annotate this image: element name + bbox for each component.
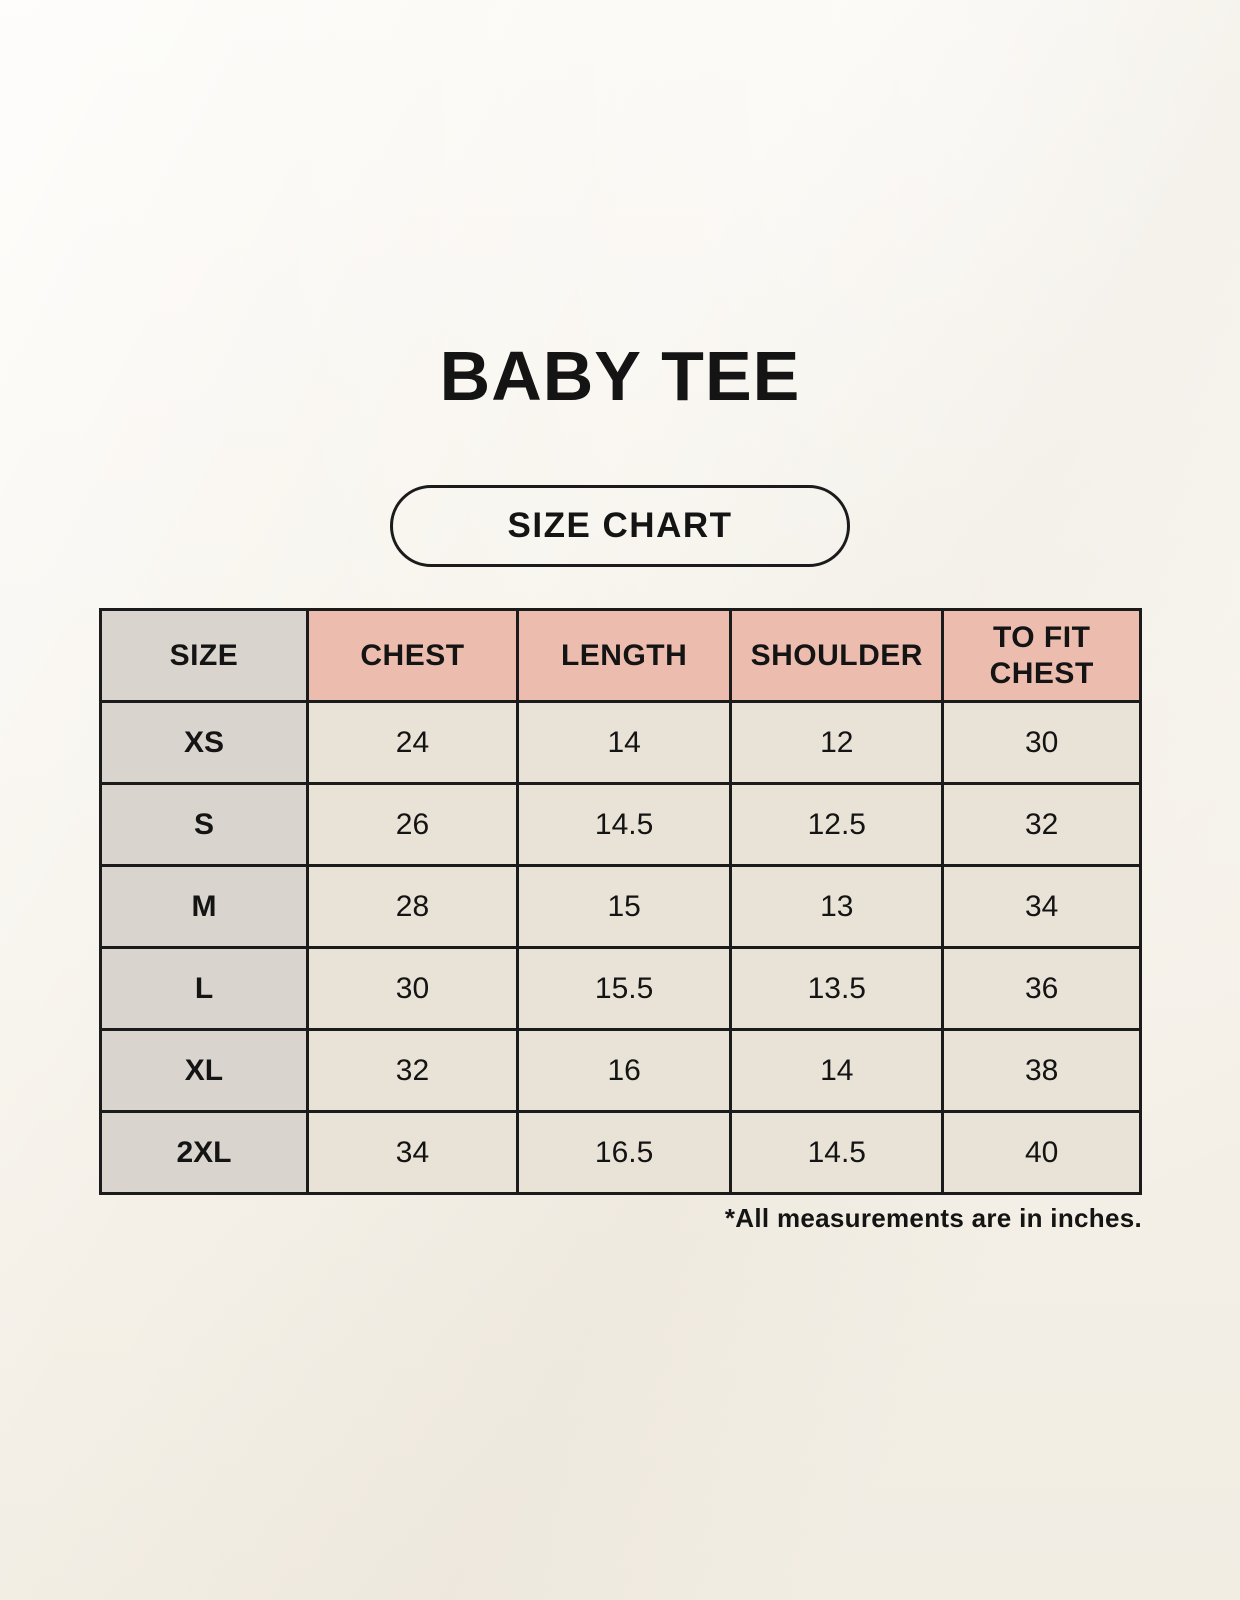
shoulder-value: 12.5 (729, 782, 945, 867)
to-fit-chest-value: 30 (941, 700, 1142, 785)
column-header-chest: CHEST (305, 608, 520, 703)
table-row-xs: XS 24 14 12 30 (99, 700, 1142, 785)
size-chart-badge[interactable]: SIZE CHART (390, 485, 850, 567)
size-label: M (99, 864, 309, 949)
measurements-note: *All measurements are in inches. (724, 1203, 1142, 1233)
header-row: SIZE CHEST LENGTH SHOULDER TO FIT CHEST (99, 608, 1142, 703)
table-row-s: S 26 14.5 12.5 32 (99, 782, 1142, 867)
chest-value: 28 (305, 864, 520, 949)
table-row-l: L 30 15.5 13.5 36 (99, 946, 1142, 1031)
to-fit-chest-value: 36 (941, 946, 1142, 1031)
to-fit-chest-value: 40 (941, 1110, 1142, 1195)
column-header-length: LENGTH (516, 608, 733, 703)
column-header-to-fit-chest: TO FIT CHEST (941, 608, 1142, 703)
chest-value: 30 (305, 946, 520, 1031)
size-label: S (99, 782, 309, 867)
chest-value: 26 (305, 782, 520, 867)
to-fit-chest-value: 34 (941, 864, 1142, 949)
shoulder-value: 13.5 (729, 946, 945, 1031)
shoulder-value: 14.5 (729, 1110, 945, 1195)
size-label: 2XL (99, 1110, 309, 1195)
column-header-size: SIZE (99, 608, 309, 703)
length-value: 16.5 (516, 1110, 733, 1195)
table-row-xl: XL 32 16 14 38 (99, 1028, 1142, 1113)
length-value: 15 (516, 864, 733, 949)
size-label: L (99, 946, 309, 1031)
to-fit-chest-value: 38 (941, 1028, 1142, 1113)
length-value: 15.5 (516, 946, 733, 1031)
chest-value: 32 (305, 1028, 520, 1113)
size-label: XS (99, 700, 309, 785)
length-value: 14.5 (516, 782, 733, 867)
size-chart-table: SIZE CHEST LENGTH SHOULDER TO FIT CHEST … (99, 608, 1142, 1195)
to-fit-chest-value: 32 (941, 782, 1142, 867)
length-value: 14 (516, 700, 733, 785)
shoulder-value: 12 (729, 700, 945, 785)
size-table-container: SIZE CHEST LENGTH SHOULDER TO FIT CHEST … (99, 608, 1142, 1195)
length-value: 16 (516, 1028, 733, 1113)
column-header-shoulder: SHOULDER (729, 608, 945, 703)
page-title: BABY TEE (439, 337, 801, 415)
table-row-2xl: 2XL 34 16.5 14.5 40 (99, 1110, 1142, 1195)
shoulder-value: 13 (729, 864, 945, 949)
size-label: XL (99, 1028, 309, 1113)
table-row-m: M 28 15 13 34 (99, 864, 1142, 949)
chest-value: 34 (305, 1110, 520, 1195)
size-chart-badge-label: SIZE CHART (507, 506, 733, 545)
chest-value: 24 (305, 700, 520, 785)
shoulder-value: 14 (729, 1028, 945, 1113)
